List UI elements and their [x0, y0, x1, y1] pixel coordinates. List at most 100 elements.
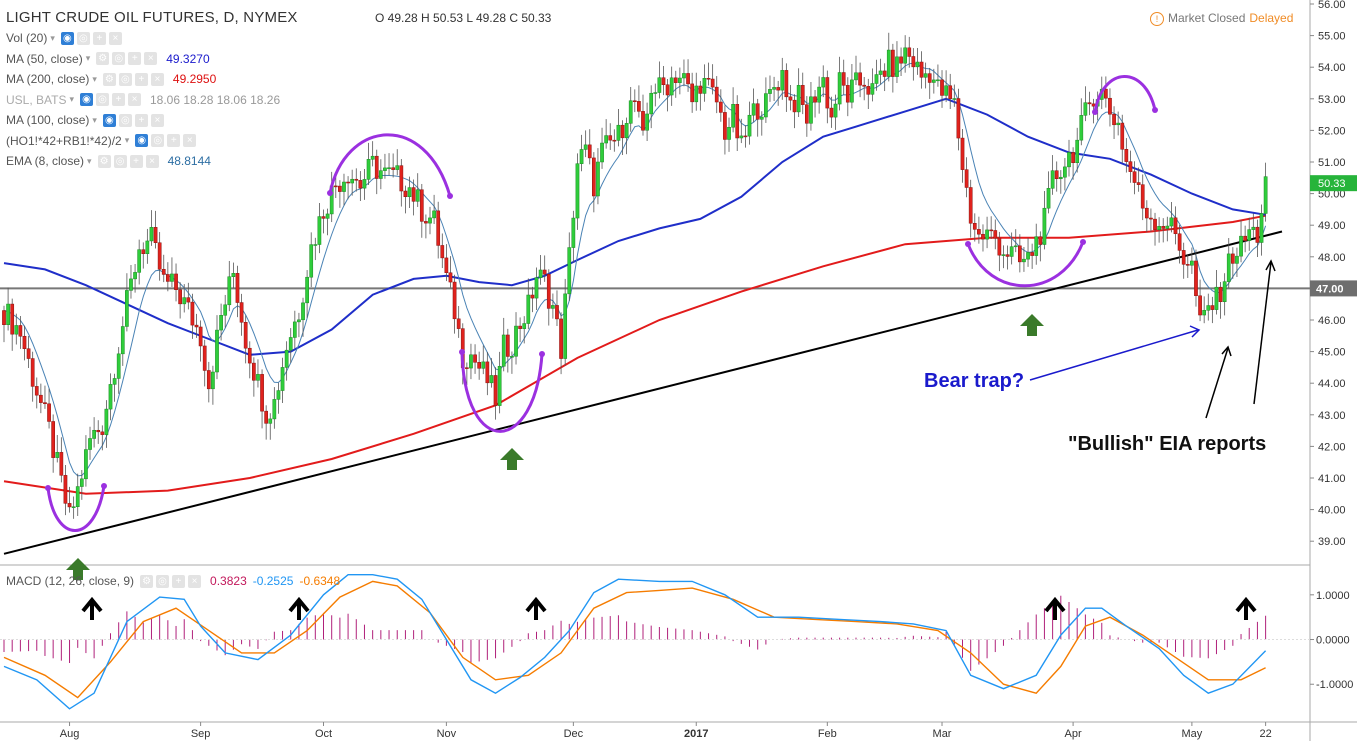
add-icon[interactable]: + — [112, 93, 125, 106]
candle — [661, 77, 666, 85]
candle — [489, 375, 494, 384]
candle — [964, 169, 969, 188]
chevron-down-icon[interactable]: ▾ — [85, 53, 91, 63]
candle — [84, 449, 88, 480]
eye-icon[interactable]: ◉ — [60, 31, 74, 45]
candle — [710, 78, 715, 88]
candle — [79, 478, 84, 487]
candle — [616, 124, 621, 141]
candle — [649, 92, 654, 115]
legend-row[interactable]: Vol (20) ▾ ◉ ◎ + × — [6, 31, 125, 45]
chevron-down-icon[interactable]: ▾ — [92, 73, 97, 84]
hide-icon[interactable]: ◎ — [96, 93, 109, 106]
settings-icon[interactable]: ⚙ — [97, 154, 111, 168]
close-icon[interactable]: × — [108, 31, 122, 45]
hide-icon[interactable]: ◎ — [76, 31, 90, 45]
candle — [591, 157, 596, 197]
legend-row[interactable]: USL, BATS ▾ ◉ ◎ + × 18.06 18.28 18.06 18.26 — [6, 93, 280, 107]
hide-icon[interactable]: ◎ — [151, 134, 165, 147]
settings-icon[interactable]: ⚙ — [140, 574, 154, 588]
add-icon[interactable]: + — [134, 72, 148, 86]
green-up-arrow — [500, 448, 524, 470]
close-icon[interactable]: × — [183, 134, 197, 147]
macd-legend[interactable]: MACD (12, 26, close, 9) ⚙ ◎ + × 0.3823 -0.2… — [6, 574, 340, 588]
candle — [919, 61, 924, 78]
hide-icon[interactable]: ◎ — [118, 113, 132, 127]
x-tick-label: 22 — [1259, 728, 1271, 740]
legend-row[interactable]: EMA (8, close) ▾ ⚙ ◎ + × 48.8144 — [6, 154, 211, 168]
chevron-down-icon[interactable]: ▾ — [50, 32, 55, 43]
candle — [1038, 236, 1043, 245]
close-icon[interactable]: × — [150, 113, 164, 127]
legend-row[interactable]: MA (200, close) ▾ ⚙ ◎ + × 49.2950 — [6, 72, 216, 86]
candle — [993, 230, 998, 239]
candle — [485, 361, 490, 384]
hide-icon[interactable]: ◎ — [118, 72, 132, 86]
candle — [1063, 166, 1067, 178]
legend-tools[interactable]: ◉ ◎ + × — [60, 31, 125, 45]
curve-arrowhead — [45, 485, 51, 491]
eye-icon[interactable]: ◉ — [102, 113, 116, 127]
legend-tools[interactable]: ◉ ◎ + × — [102, 113, 167, 127]
hide-icon[interactable]: ◎ — [156, 574, 170, 588]
close-icon[interactable]: × — [128, 93, 141, 106]
add-icon[interactable]: + — [172, 574, 186, 588]
hide-icon[interactable]: ◎ — [113, 154, 127, 168]
candle — [1206, 305, 1211, 311]
candle — [112, 378, 117, 385]
chevron-down-icon[interactable]: ▾ — [69, 94, 74, 104]
candle — [174, 273, 178, 290]
macd-tools[interactable]: ⚙ ◎ + × — [140, 574, 204, 588]
legend-tools[interactable]: ◉ ◎ + × — [80, 93, 144, 106]
settings-icon[interactable]: ⚙ — [102, 72, 116, 86]
eye-icon[interactable]: ◉ — [80, 93, 93, 106]
close-icon[interactable]: × — [145, 154, 159, 168]
add-icon[interactable]: + — [134, 113, 148, 127]
legend-label: MA (100, close) — [6, 113, 90, 127]
settings-icon[interactable]: ⚙ — [96, 52, 110, 65]
candle — [1013, 245, 1018, 248]
candle — [1263, 176, 1268, 214]
candle — [587, 144, 592, 159]
candle — [530, 294, 535, 299]
chevron-down-icon[interactable]: ▾ — [87, 155, 92, 166]
candle — [399, 165, 404, 192]
candle — [186, 297, 191, 303]
candle — [370, 155, 375, 160]
legend-row[interactable]: MA (100, close) ▾ ◉ ◎ + × — [6, 113, 167, 127]
add-icon[interactable]: + — [167, 134, 181, 147]
close-icon[interactable]: × — [188, 574, 202, 588]
add-icon[interactable]: + — [92, 31, 106, 45]
candle — [231, 273, 236, 277]
legend-tools[interactable]: ⚙ ◎ + × — [102, 72, 167, 86]
candle — [620, 124, 625, 139]
close-icon[interactable]: × — [144, 52, 158, 65]
chevron-down-icon[interactable]: ▾ — [124, 135, 130, 145]
hide-icon[interactable]: ◎ — [112, 52, 126, 65]
chevron-down-icon[interactable]: ▾ — [92, 114, 97, 125]
candle — [559, 318, 563, 359]
legend-row[interactable]: (HO1!*42+RB1!*42)/2 ▾ ◉ ◎ + × — [6, 134, 199, 148]
eye-icon[interactable]: ◉ — [135, 134, 149, 147]
candle — [743, 135, 748, 138]
candle — [182, 297, 187, 305]
legend-tools[interactable]: ⚙ ◎ + × — [96, 52, 160, 65]
macd-signal-value: -0.6348 — [299, 574, 341, 588]
legend-tools[interactable]: ◉ ◎ + × — [135, 134, 199, 147]
candle — [456, 318, 461, 329]
add-icon[interactable]: + — [128, 52, 142, 65]
ohlc-readout: O 49.28 H 50.53 L 49.28 C 50.33 — [375, 11, 552, 25]
candle — [30, 358, 35, 387]
candle — [481, 361, 486, 369]
candle — [718, 101, 723, 113]
y-tick-label: 51.00 — [1318, 157, 1346, 169]
add-icon[interactable]: + — [129, 154, 143, 168]
legend-row[interactable]: MA (50, close) ▾ ⚙ ◎ + × 49.3270 — [6, 52, 210, 66]
candle — [1247, 229, 1252, 241]
close-icon[interactable]: × — [150, 72, 164, 86]
candle — [264, 410, 269, 424]
legend-tools[interactable]: ⚙ ◎ + × — [97, 154, 162, 168]
ma50-line — [3, 97, 1266, 356]
candle — [612, 139, 617, 142]
candle — [1161, 226, 1166, 229]
